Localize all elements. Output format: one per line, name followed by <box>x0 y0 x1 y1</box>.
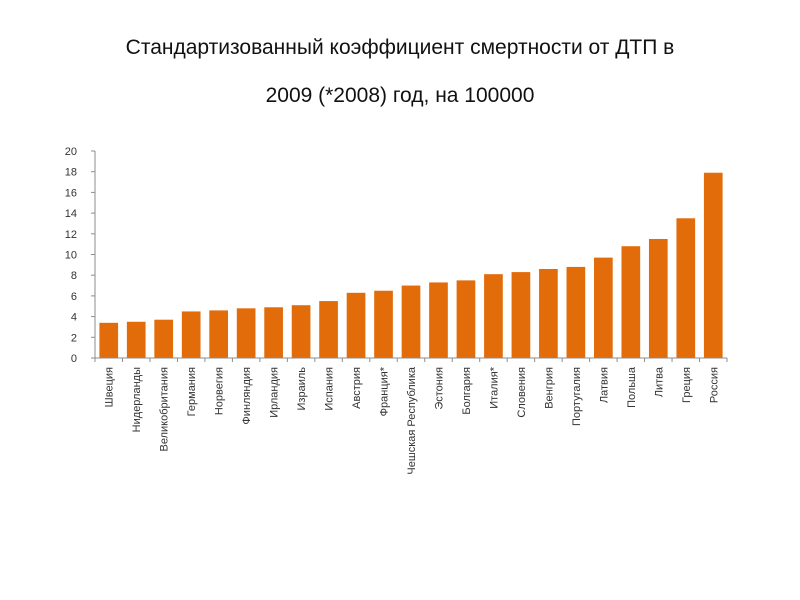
bar <box>566 266 586 358</box>
y-tick-label: 2 <box>71 332 77 344</box>
x-tick-label: Швеция <box>104 367 116 407</box>
x-tick-label: Испания <box>324 367 336 411</box>
x-tick-label: Греция <box>681 367 693 403</box>
bar <box>401 285 421 358</box>
x-tick-label: Израиль <box>296 367 308 411</box>
slide-title-line-2: 2009 (*2008) год, на 100000 <box>265 84 535 107</box>
x-tick-label: Италия* <box>488 366 500 408</box>
slide-title-line-1: Стандартизованный коэффициент смертности… <box>125 36 675 59</box>
bar <box>346 292 366 358</box>
bar <box>648 238 668 358</box>
bar <box>484 274 503 358</box>
y-tick-label: 16 <box>65 187 77 199</box>
x-tick-label: Литва <box>653 366 665 397</box>
y-tick-label: 4 <box>71 312 77 324</box>
y-tick-label: 12 <box>65 229 77 241</box>
bar <box>264 307 283 358</box>
x-tick-label: Россия <box>708 367 720 403</box>
bar <box>374 290 393 358</box>
bar <box>511 272 531 358</box>
bar <box>209 310 228 358</box>
bar <box>594 257 613 358</box>
y-tick-label: 14 <box>65 208 77 220</box>
x-tick-label: Ирландия <box>269 367 281 418</box>
x-tick-label: Венгрия <box>543 367 555 409</box>
bar <box>539 268 558 358</box>
bar <box>319 301 338 358</box>
bar <box>181 311 201 358</box>
x-tick-label: Австрия <box>351 367 363 409</box>
x-tick-label: Франция* <box>379 366 391 416</box>
x-tick-label: Чешская Республика <box>406 366 418 474</box>
bar <box>456 280 476 359</box>
bar <box>291 305 311 358</box>
x-tick-label: Португалия <box>571 367 583 426</box>
x-tick-label: Болгария <box>461 367 473 415</box>
bar <box>99 322 119 358</box>
x-tick-label: Норвегия <box>214 367 226 415</box>
x-tick-label: Словения <box>516 367 528 418</box>
bar <box>154 319 174 358</box>
x-tick-label: Великобритания <box>159 367 171 452</box>
bar <box>703 172 723 358</box>
x-tick-label: Финляндия <box>241 367 253 425</box>
bar <box>676 218 696 358</box>
x-axis: Швеция Нидерланды Великобритания Германия Но… <box>94 357 728 475</box>
bar-series <box>99 172 723 359</box>
x-tick-label: Германия <box>186 367 198 416</box>
y-axis: 0 2 4 6 8 10 12 14 16 18 20 <box>65 146 96 365</box>
y-tick-label: 10 <box>65 250 77 262</box>
bar <box>236 308 256 358</box>
x-tick-label: Польша <box>626 366 638 408</box>
y-tick-label: 8 <box>71 270 77 282</box>
x-tick-label: Латвия <box>598 367 610 403</box>
bar <box>621 246 641 358</box>
y-tick-label: 18 <box>65 167 77 179</box>
bar <box>126 321 146 358</box>
y-tick-label: 0 <box>71 353 77 365</box>
y-tick-label: 6 <box>71 291 77 303</box>
x-tick-label: Нидерланды <box>131 367 143 432</box>
x-tick-label: Эстония <box>433 367 445 410</box>
bar <box>429 282 448 358</box>
y-tick-label: 20 <box>65 146 77 158</box>
